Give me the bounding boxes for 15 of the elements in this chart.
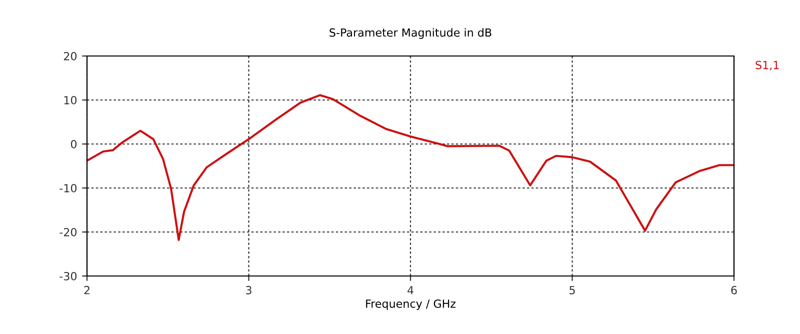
- chart-title: S-Parameter Magnitude in dB: [330, 28, 492, 39]
- y-tick-label: -20: [60, 228, 77, 236]
- x-tick-label: 4: [408, 286, 414, 294]
- y-tick-label: 10: [64, 96, 77, 104]
- y-tick-label: 0: [70, 140, 77, 148]
- x-tick-label: 5: [570, 286, 575, 294]
- x-tick-label: 2: [84, 286, 90, 294]
- x-tick-label: 3: [246, 286, 252, 294]
- text: S1,1: [756, 60, 779, 70]
- x-tick-label: 6: [731, 286, 737, 294]
- y-tick-label: -30: [60, 272, 77, 280]
- x-axis-title: Frequency / GHz: [366, 299, 456, 310]
- line-series: [87, 94, 734, 241]
- y-tick-label: 20: [64, 52, 77, 60]
- y-tick-label: -10: [60, 184, 77, 192]
